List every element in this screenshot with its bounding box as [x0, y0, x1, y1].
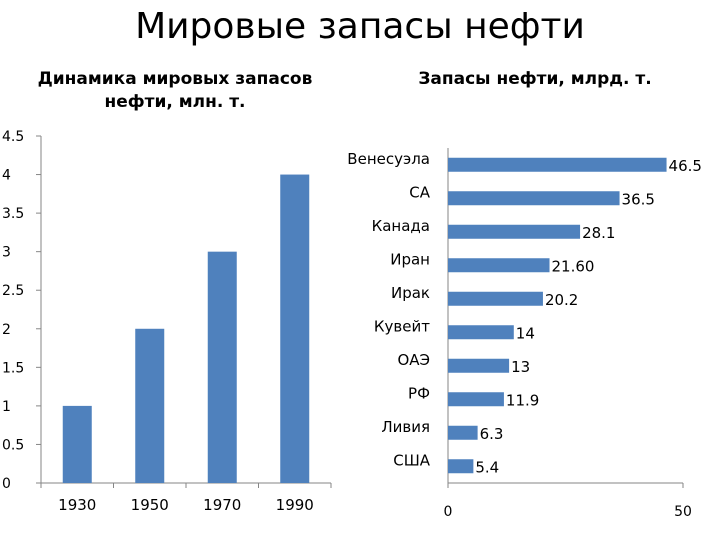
- y-tick-label: 3.5: [2, 206, 24, 222]
- bar: [448, 325, 514, 340]
- bar: [448, 157, 667, 172]
- bar: [280, 174, 310, 484]
- data-label: 21.60: [552, 257, 595, 275]
- bar: [448, 291, 543, 306]
- y-tick-label: 1.5: [2, 360, 24, 376]
- y-category-label: Кувейт: [374, 317, 430, 335]
- y-tick-label: 0: [2, 476, 11, 492]
- left-chart-title: Динамика мировых запасов нефти, млн. т.: [37, 69, 313, 112]
- bar: [448, 258, 550, 273]
- bar: [135, 328, 165, 483]
- data-label: 13: [511, 358, 530, 376]
- x-category-label: 1950: [131, 496, 169, 514]
- y-category-label: РФ: [408, 384, 430, 402]
- data-label: 14: [516, 324, 535, 342]
- y-tick-label: 0.5: [2, 437, 24, 453]
- x-category-label: 1930: [58, 496, 96, 514]
- y-tick-label: 4: [2, 168, 11, 184]
- data-label: 5.4: [475, 458, 499, 476]
- bar: [62, 405, 92, 483]
- data-label: 46.5: [669, 157, 702, 175]
- bar: [448, 358, 510, 373]
- x-tick-label: 0: [444, 504, 453, 520]
- bar: [448, 459, 474, 474]
- data-label: 28.1: [582, 224, 615, 242]
- y-tick-label: 1: [2, 399, 11, 415]
- bar: [448, 425, 478, 440]
- slide-title: Мировые запасы нефти: [135, 6, 585, 47]
- data-label: 36.5: [622, 190, 655, 208]
- y-category-label: Ливия: [381, 418, 430, 436]
- y-category-label: США: [393, 451, 431, 469]
- y-category-label: СА: [409, 183, 430, 201]
- x-tick-label: 50: [674, 504, 692, 520]
- y-category-label: Венесуэла: [347, 150, 430, 168]
- data-label: 11.9: [506, 391, 539, 409]
- right-bar-chart: Венесуэла 46.5 СА 36.5 Канада 28.1 Иран 21.60 Ир…: [347, 148, 702, 520]
- y-tick-label: 3: [2, 245, 11, 261]
- data-label: 6.3: [480, 425, 504, 443]
- y-category-label: Канада: [372, 217, 430, 235]
- y-category-label: ОАЭ: [397, 351, 430, 369]
- x-category-label: 1990: [276, 496, 314, 514]
- bar: [207, 251, 237, 483]
- x-category-label: 1970: [203, 496, 241, 514]
- left-bar-chart: 0 0.5 1 1.5 2 2.5 3 3.5 4 4.5 1930 1950 1970 1990: [2, 129, 332, 514]
- bar: [448, 191, 620, 206]
- bar: [448, 224, 581, 239]
- y-category-label: Ирак: [391, 284, 430, 302]
- y-tick-label: 2.5: [2, 283, 24, 299]
- data-label: 20.2: [545, 291, 578, 309]
- right-chart-title: Запасы нефти, млрд. т.: [418, 69, 652, 89]
- y-category-label: Иран: [390, 250, 430, 268]
- bar: [448, 392, 504, 407]
- y-tick-label: 4.5: [2, 129, 24, 145]
- y-tick-label: 2: [2, 322, 11, 338]
